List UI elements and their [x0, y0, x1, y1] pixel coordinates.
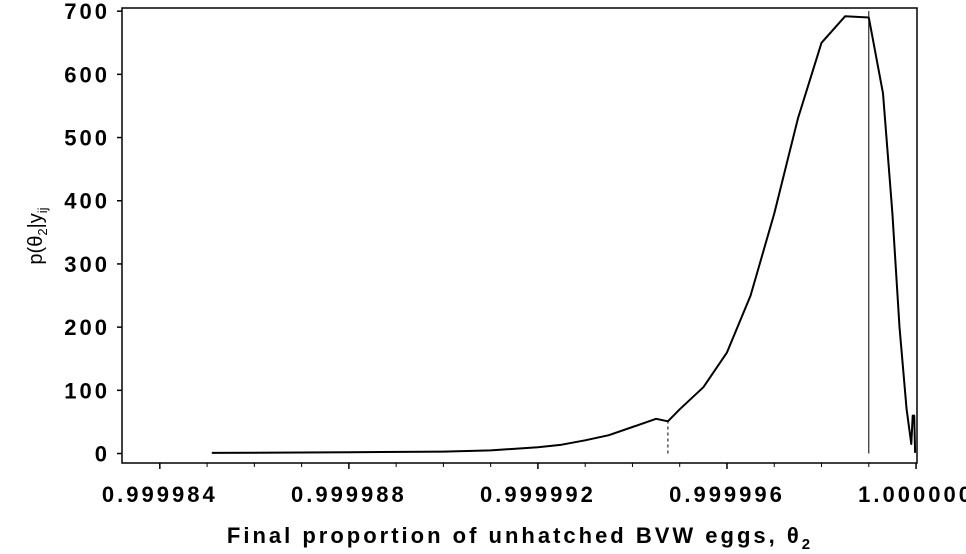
y-tick-label: 500: [64, 126, 110, 151]
x-tick-label: 0.999996: [669, 482, 785, 507]
x-tick-label: 0.999988: [291, 482, 407, 507]
plot-area: [121, 7, 918, 464]
x-tick-label: 0.999984: [102, 482, 218, 507]
x-axis-title: Final proportion of unhatched BVW eggs, …: [227, 523, 813, 553]
y-tick-label: 200: [64, 315, 110, 340]
x-tick-label: 1.000000: [858, 482, 966, 507]
y-tick-label: 700: [64, 0, 110, 24]
y-axis-ticks: 0 100 200 300 400 500 600 700: [64, 0, 122, 467]
plot-frame: [121, 7, 918, 464]
y-tick-label: 100: [64, 378, 110, 403]
y-tick-label: 400: [64, 189, 110, 214]
y-axis-title: p(θ2|yij: [25, 207, 50, 264]
x-tick-label: 0.999992: [480, 482, 596, 507]
y-tick-label: 600: [64, 62, 110, 87]
density-curve-line: [211, 15, 917, 454]
y-tick-label: 300: [64, 252, 110, 277]
x-axis-ticks: 0.999984 0.999988 0.999992 0.999996 1.000000: [102, 463, 966, 507]
y-tick-label: 0: [95, 442, 110, 467]
